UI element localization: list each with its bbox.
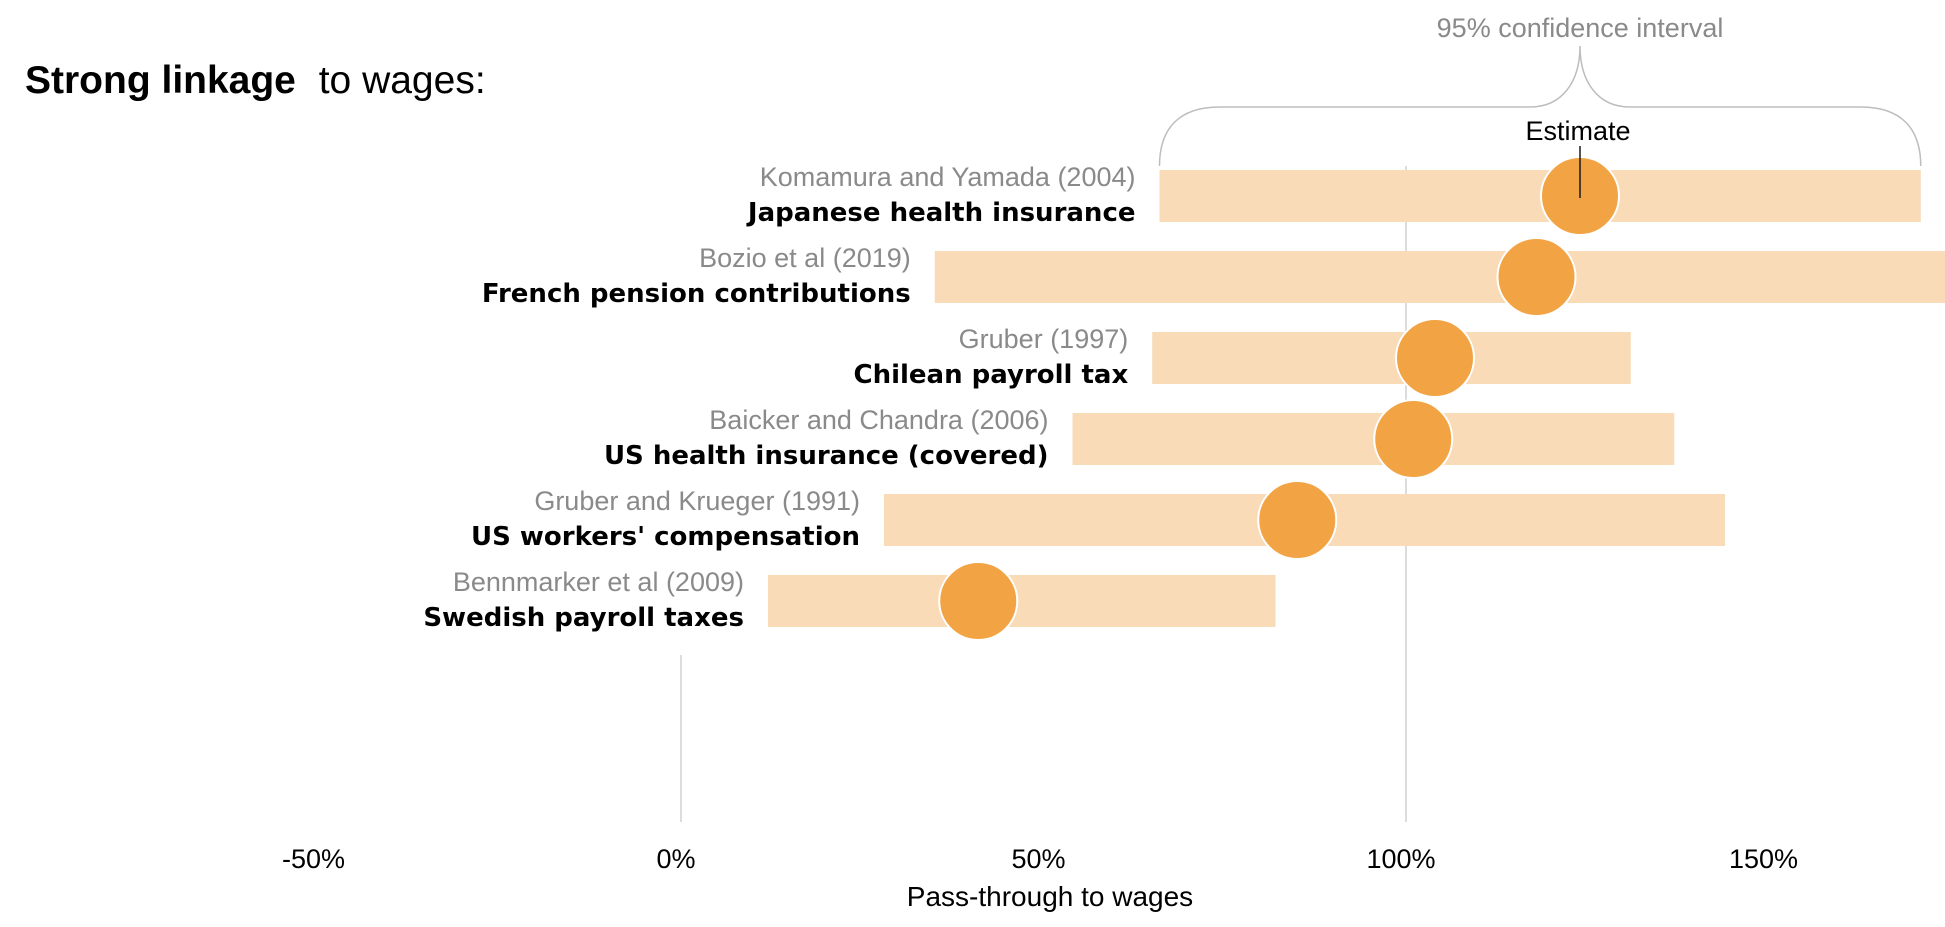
study-label: Gruber (1997) — [959, 324, 1129, 354]
estimate-dot — [1496, 237, 1577, 317]
x-tick-label: 150% — [1729, 844, 1798, 874]
program-label: Swedish payroll taxes — [423, 603, 744, 633]
estimate-annotation-label: Estimate — [1525, 116, 1630, 146]
study-label: Bennmarker et al (2009) — [453, 567, 744, 597]
study-rows: Komamura and Yamada (2004) Japanese healt… — [423, 156, 1945, 641]
program-label: US health insurance (covered) — [604, 441, 1049, 471]
study-label: Baicker and Chandra (2006) — [709, 405, 1048, 435]
ci-band — [934, 251, 1945, 303]
ci-annotation: 95% confidence interval Estimate — [1158, 13, 1922, 198]
study-label: Gruber and Krueger (1991) — [534, 486, 860, 516]
ci-bracket — [1158, 45, 1922, 167]
title-accent: Strong linkage — [25, 59, 296, 102]
estimate-dot — [1257, 480, 1338, 560]
x-tick-label: -50% — [282, 844, 345, 874]
program-label: Chilean payroll tax — [853, 360, 1128, 390]
x-axis-title: Pass-through to wages — [907, 881, 1193, 912]
estimate-dot — [1373, 399, 1454, 479]
title-rest: to wages: — [319, 59, 486, 102]
estimate-dot — [1395, 318, 1475, 398]
program-label: US workers' compensation — [471, 522, 860, 552]
estimate-dot — [938, 561, 1019, 641]
x-tick-label: 100% — [1366, 844, 1435, 874]
x-tick-label: 50% — [1011, 844, 1065, 874]
study-label: Komamura and Yamada (2004) — [760, 162, 1136, 192]
chart-title: Strong linkage to wages: — [25, 59, 486, 102]
x-axis: -50% 0% 50% 100% 150% — [282, 844, 1798, 874]
study-label: Bozio et al (2019) — [699, 243, 911, 273]
x-tick-label: 0% — [656, 844, 695, 874]
ci-band — [768, 575, 1276, 627]
program-label: French pension contributions — [482, 279, 911, 309]
ci-band — [1152, 332, 1631, 384]
ci-annotation-label: 95% confidence interval — [1437, 13, 1724, 43]
program-label: Japanese health insurance — [746, 198, 1136, 228]
